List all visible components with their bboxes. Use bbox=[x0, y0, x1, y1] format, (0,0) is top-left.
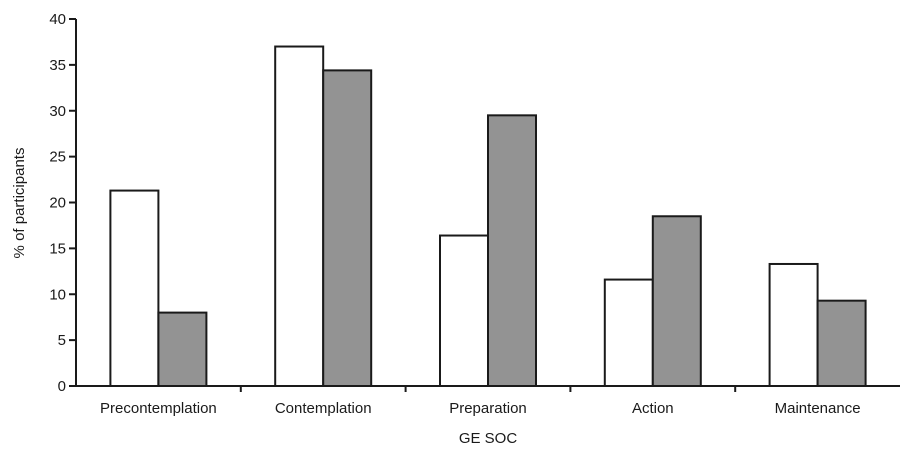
bar-series-1 bbox=[768, 262, 819, 387]
bar-series-2 bbox=[157, 311, 208, 388]
bars-group bbox=[109, 45, 867, 388]
y-tick-label: 5 bbox=[58, 332, 66, 349]
y-tick-label: 25 bbox=[49, 149, 66, 166]
y-axis-title: % of participants bbox=[11, 148, 28, 259]
x-category-label: Precontemplation bbox=[100, 400, 217, 417]
y-tick-label: 35 bbox=[49, 57, 66, 74]
y-tick-label: 10 bbox=[49, 286, 66, 303]
bar-series-1 bbox=[109, 189, 160, 387]
bar-series-1 bbox=[603, 278, 654, 388]
bar-series-1 bbox=[274, 45, 325, 388]
x-category-label: Preparation bbox=[449, 400, 527, 417]
x-category-label: Maintenance bbox=[775, 400, 861, 417]
bar-series-2 bbox=[487, 114, 537, 388]
bar-series-2 bbox=[816, 299, 867, 387]
bar-series-2 bbox=[322, 69, 373, 387]
y-tick-label: 20 bbox=[49, 195, 66, 212]
y-ticks-group: 0 5 10 15 20 25 30 35 40 bbox=[49, 11, 76, 395]
x-category-label: Contemplation bbox=[275, 400, 372, 417]
bar-series-1 bbox=[439, 234, 489, 387]
y-tick-label: 40 bbox=[49, 11, 66, 28]
x-axis-title: GE SOC bbox=[459, 430, 518, 447]
y-tick-label: 30 bbox=[49, 103, 66, 120]
y-tick-label: 0 bbox=[58, 378, 66, 395]
x-category-label: Action bbox=[632, 400, 674, 417]
y-tick-label: 15 bbox=[49, 240, 66, 257]
bar-series-2 bbox=[651, 215, 702, 387]
x-ticks-group: Precontemplation Contemplation Preparation… bbox=[100, 386, 861, 417]
